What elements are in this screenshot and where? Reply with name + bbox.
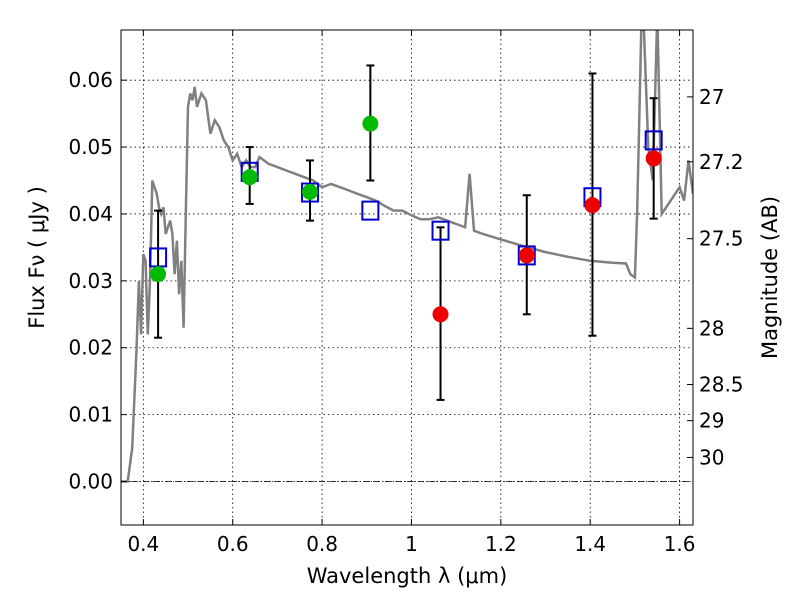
errorbar-layer	[154, 64, 658, 401]
y2-tick-label: 30	[699, 445, 724, 469]
x-tick-label: 0.6	[217, 532, 249, 556]
detection-point	[150, 266, 167, 283]
x-tick-label: 1	[405, 532, 418, 556]
x-axis-label: Wavelength λ (μm)	[307, 564, 508, 588]
red-point	[645, 150, 662, 167]
y2-tick-label: 27.5	[699, 227, 744, 251]
x-tick-label: 1.2	[485, 532, 517, 556]
y2-tick-labels: 27 27.2 27.5 28 28.5 29 30	[699, 85, 744, 470]
x-tick-label: 1.6	[664, 532, 696, 556]
y-tick-label: 0.06	[68, 68, 113, 92]
y2-tick-label: 29	[699, 409, 724, 433]
y-tick-label: 0.05	[68, 135, 113, 159]
y-tick-label: 0.01	[68, 403, 113, 427]
y2-tick-label: 27	[699, 85, 724, 109]
x-tick-labels: 0.4 0.6 0.8 1 1.2 1.4 1.6	[127, 532, 695, 556]
model-photometry-square	[301, 182, 320, 203]
grid-layer	[121, 30, 693, 525]
y-tick-label: 0.02	[68, 336, 113, 360]
detection-point	[302, 183, 319, 200]
y-tick-label: 0.00	[68, 470, 113, 494]
red-point	[432, 306, 449, 323]
y2-tick-label: 27.2	[699, 150, 744, 174]
model-photometry-square	[644, 130, 663, 151]
x-tick-label: 0.4	[127, 532, 159, 556]
plot-frame	[120, 29, 694, 526]
model-photometry-square	[361, 200, 380, 221]
red-point	[584, 197, 601, 214]
y-axis-label: Flux Fν ( μJy )	[25, 186, 49, 329]
y-tick-label: 0.03	[68, 269, 113, 293]
y-tick-labels: 0.00 0.01 0.02 0.03 0.04 0.05 0.06	[68, 68, 113, 493]
model-photometry-layer	[149, 130, 663, 268]
y2-axis-label: Magnitude (AB)	[758, 196, 782, 359]
y-tick-label: 0.04	[68, 202, 113, 226]
detection-point	[362, 115, 379, 132]
tick-layer	[121, 30, 693, 525]
red-point	[518, 247, 535, 264]
x-tick-label: 0.8	[306, 532, 338, 556]
x-tick-label: 1.4	[574, 532, 606, 556]
model-spectrum-layer	[121, 30, 693, 483]
y2-tick-label: 28	[699, 316, 724, 340]
model-photometry-square	[431, 220, 450, 241]
y2-tick-label: 28.5	[699, 373, 744, 397]
observed-photometry-layer	[150, 115, 662, 323]
model-spectrum-line	[121, 30, 693, 483]
detection-point	[241, 169, 258, 186]
